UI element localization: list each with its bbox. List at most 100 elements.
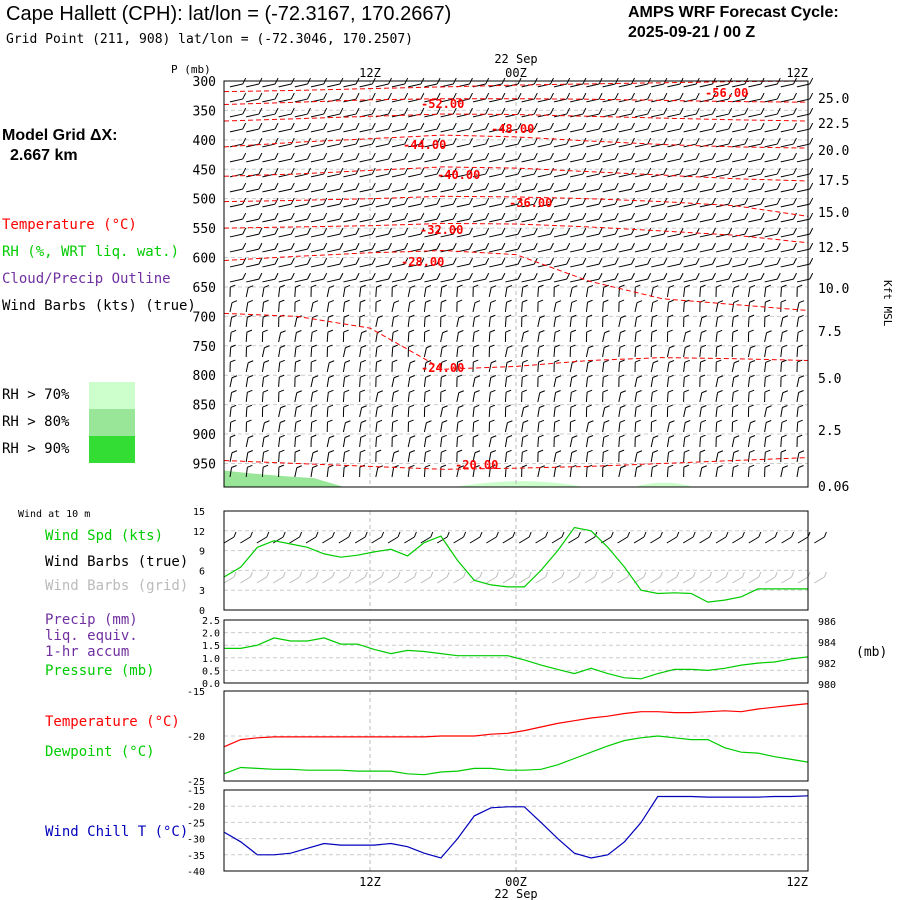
- barb-staff: [472, 377, 476, 388]
- barb-staff: [748, 233, 762, 238]
- wind-barb: [585, 314, 593, 327]
- barb-feather: [274, 92, 279, 100]
- barb-staff: [294, 317, 298, 328]
- wind-barb: [748, 272, 765, 283]
- barb-feather: [282, 531, 286, 538]
- barb-feather: [712, 152, 716, 160]
- barb-staff: [223, 536, 235, 544]
- barb-feather: [797, 359, 803, 363]
- barb-staff: [294, 158, 308, 163]
- barb-staff: [553, 128, 567, 133]
- barb-staff: [327, 158, 340, 163]
- barb-feather: [264, 345, 270, 349]
- wind-barb: [504, 345, 513, 358]
- barb-feather: [339, 107, 344, 115]
- barb-feather: [636, 390, 642, 393]
- barb-staff: [375, 263, 389, 268]
- barb-feather: [490, 464, 496, 468]
- wind-barb: [586, 227, 603, 238]
- wind-barb: [699, 419, 707, 433]
- barb-feather: [809, 167, 814, 175]
- barb-feather: [457, 344, 464, 348]
- barb-feather: [643, 571, 647, 578]
- wind-barb: [732, 122, 749, 133]
- wind-barb: [504, 389, 512, 403]
- wind-barb: [796, 152, 814, 163]
- wind-barb: [245, 450, 253, 463]
- barb-feather: [619, 359, 625, 363]
- barb-staff: [278, 113, 292, 118]
- barb-feather: [679, 137, 684, 145]
- wind-barb: [359, 257, 376, 268]
- barb-feather: [329, 285, 335, 289]
- wind-barb: [537, 257, 554, 268]
- wind-barb: [407, 419, 414, 432]
- barb-staff: [245, 392, 248, 403]
- barb-feather: [231, 450, 238, 454]
- wind-barb: [407, 300, 415, 313]
- barb-staff: [602, 248, 616, 253]
- barb-feather: [550, 92, 554, 100]
- barb-staff: [634, 83, 648, 88]
- barb-staff: [699, 83, 713, 88]
- barb-staff: [407, 392, 410, 403]
- wind-barb: [472, 419, 479, 433]
- barb-feather: [364, 531, 368, 538]
- wind-barb: [278, 330, 286, 343]
- wind-barb: [780, 257, 797, 268]
- barb-feather: [537, 299, 544, 303]
- barb-staff: [715, 158, 729, 163]
- barb-feather: [566, 227, 571, 235]
- barb-staff: [375, 203, 389, 208]
- barb-feather: [765, 420, 772, 423]
- barb-feather: [728, 182, 733, 190]
- barb-feather: [791, 531, 795, 538]
- barb-staff: [521, 128, 535, 133]
- wind-barb: [699, 167, 716, 178]
- barb-staff: [229, 128, 243, 133]
- barb-feather: [371, 257, 376, 265]
- barb-feather: [327, 344, 333, 348]
- barb-feather: [566, 137, 571, 145]
- barb-staff: [375, 188, 389, 193]
- barb-feather: [344, 284, 351, 288]
- barb-staff: [602, 347, 605, 358]
- barb-feather: [299, 531, 303, 538]
- wind-barb: [391, 329, 399, 343]
- barb-feather: [485, 122, 490, 130]
- barb-staff: [407, 407, 410, 418]
- barb-feather: [538, 434, 544, 438]
- wind-barb: [780, 107, 797, 118]
- wind-barb: [585, 389, 593, 403]
- surface-wind-barb: [240, 531, 253, 544]
- barb-staff: [294, 218, 308, 223]
- wind-barb: [407, 435, 416, 448]
- barb-staff: [570, 173, 583, 178]
- barb-staff: [229, 83, 243, 88]
- barb-feather: [388, 242, 392, 250]
- wind-barb: [456, 405, 464, 418]
- barb-staff: [407, 377, 411, 388]
- wind-barb: [586, 152, 603, 163]
- barb-staff: [440, 302, 442, 312]
- barb-staff: [326, 362, 330, 373]
- barb-feather: [554, 344, 560, 348]
- barb-staff: [359, 143, 373, 148]
- surface-wind-barb: [682, 531, 696, 544]
- barb-feather: [765, 345, 772, 348]
- barb-feather: [555, 375, 562, 379]
- grid-wind-barb: [371, 571, 385, 584]
- wind-barb: [278, 434, 285, 448]
- barb-feather: [242, 107, 247, 115]
- windchill-line: [223, 795, 809, 859]
- barb-staff: [472, 332, 475, 343]
- barb-staff: [732, 188, 745, 193]
- barb-staff: [440, 128, 454, 133]
- wind-barb: [456, 167, 473, 178]
- barb-staff: [310, 392, 314, 403]
- barb-feather: [587, 449, 593, 453]
- barb-feather: [230, 434, 236, 438]
- wind-barb: [327, 167, 344, 178]
- barb-staff: [715, 233, 729, 238]
- barb-feather: [647, 272, 652, 280]
